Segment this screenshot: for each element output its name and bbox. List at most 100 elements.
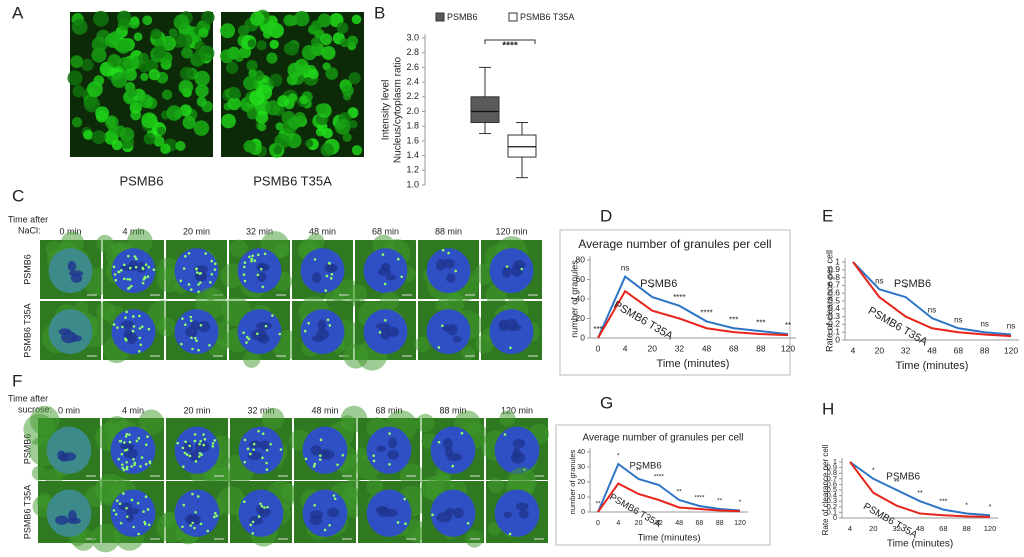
granule	[505, 265, 509, 268]
nucleolus	[376, 445, 387, 452]
cell	[351, 14, 362, 25]
cell	[322, 127, 333, 139]
cytoplasm-texture	[348, 284, 368, 304]
legend-label: PSMB6	[447, 12, 478, 22]
chart-frame	[559, 229, 791, 376]
cell	[198, 45, 215, 62]
granule	[180, 342, 183, 346]
nucleolus	[256, 272, 267, 282]
cell	[166, 105, 183, 121]
x-tick-label: 68	[696, 520, 704, 527]
granule	[133, 463, 136, 467]
granule	[251, 532, 255, 535]
cell	[95, 110, 108, 123]
granule	[139, 343, 143, 347]
granule	[146, 508, 150, 511]
micrograph	[481, 410, 550, 480]
cell	[178, 79, 194, 95]
y-tick-label: 30	[577, 464, 585, 471]
cell	[243, 75, 258, 91]
granule	[125, 448, 129, 452]
granule	[199, 439, 202, 443]
granule	[403, 497, 407, 501]
x-tick-label: 120	[984, 524, 997, 533]
x-tick-label: 68	[729, 343, 739, 353]
significance-label: ns	[954, 315, 962, 324]
series-line	[597, 462, 741, 513]
panel-label: G	[600, 393, 613, 412]
granule	[143, 520, 146, 524]
granule	[123, 441, 126, 444]
cell	[108, 123, 118, 134]
granule	[396, 257, 400, 261]
cell	[342, 132, 352, 143]
granule	[208, 343, 211, 347]
nucleolus	[256, 322, 273, 330]
time-label: 32 min	[246, 226, 273, 236]
significance-label: ***	[939, 498, 947, 505]
significance-label: *	[965, 502, 968, 509]
granule	[269, 442, 272, 446]
panel-label: F	[12, 371, 22, 390]
granule	[520, 267, 524, 271]
granule	[328, 523, 331, 527]
granule	[197, 348, 200, 352]
micrograph	[166, 418, 236, 493]
y-tick-label: 80	[576, 254, 586, 264]
granule	[142, 278, 146, 281]
cell	[269, 73, 283, 87]
cell	[266, 52, 278, 64]
micrograph	[96, 300, 178, 364]
granule	[117, 457, 121, 461]
y-tick-label: 0.6	[827, 479, 837, 488]
granule	[212, 515, 216, 519]
nucleolus	[68, 510, 77, 522]
cell	[142, 15, 153, 26]
cell	[220, 23, 236, 39]
micrograph	[40, 231, 112, 299]
cell	[285, 42, 299, 56]
granule	[319, 438, 323, 442]
micrograph	[40, 300, 111, 360]
nucleolus	[377, 267, 392, 276]
x-tick-label: 48	[702, 343, 712, 353]
granule	[257, 429, 260, 433]
micrograph	[474, 297, 542, 360]
x-axis-label: Time (minutes)	[887, 539, 953, 550]
x-tick-label: 0	[596, 343, 601, 353]
series-label: PSMB6 T35A	[861, 501, 919, 541]
cytoplasm-texture	[157, 317, 176, 337]
nucleolus	[256, 262, 267, 272]
granule	[249, 452, 252, 456]
y-tick-label: 2.6	[406, 62, 419, 72]
granule	[197, 455, 201, 458]
granule	[261, 285, 265, 289]
granule	[133, 255, 137, 258]
time-label: 120 min	[495, 226, 527, 236]
granule	[188, 444, 192, 448]
granule	[181, 525, 184, 529]
x-tick-label: 88	[716, 520, 724, 527]
x-tick-label: 88	[756, 343, 766, 353]
time-label: 0 min	[59, 226, 81, 236]
cytoplasm-texture	[30, 405, 60, 436]
granule	[194, 460, 198, 463]
nucleolus	[255, 504, 266, 514]
x-tick-label: 20	[648, 343, 658, 353]
granule	[190, 336, 193, 340]
y-tick-label: 1.0	[406, 179, 419, 189]
granule	[113, 273, 117, 276]
granule	[332, 494, 336, 497]
nucleolus	[388, 437, 398, 449]
nucleus	[46, 426, 92, 474]
granule	[252, 442, 256, 446]
granule	[130, 465, 133, 468]
cell	[273, 145, 282, 155]
granule	[137, 437, 141, 440]
cell	[173, 14, 190, 30]
series-line	[849, 461, 991, 518]
granule	[128, 440, 132, 444]
granule	[179, 279, 183, 283]
granule	[122, 468, 126, 472]
